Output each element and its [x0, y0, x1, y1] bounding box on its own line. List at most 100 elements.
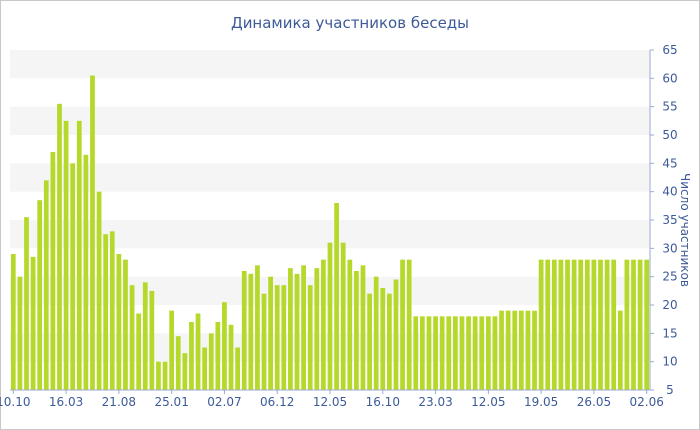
bar[interactable]	[294, 273, 300, 390]
bar[interactable]	[584, 259, 590, 390]
bar[interactable]	[222, 302, 227, 390]
bar[interactable]	[565, 259, 570, 390]
x-tick-label: 12.05	[471, 395, 505, 409]
bar[interactable]	[63, 120, 69, 390]
bar[interactable]	[255, 265, 260, 390]
bar[interactable]	[169, 310, 175, 390]
bar[interactable]	[162, 361, 168, 390]
bar[interactable]	[149, 290, 155, 390]
bar[interactable]	[551, 259, 557, 390]
bar[interactable]	[558, 259, 564, 390]
bar[interactable]	[604, 259, 610, 390]
bar[interactable]	[202, 347, 208, 391]
bar[interactable]	[268, 276, 273, 390]
bar[interactable]	[37, 200, 43, 390]
bar[interactable]	[472, 316, 478, 390]
bar[interactable]	[321, 259, 326, 390]
bar[interactable]	[406, 259, 412, 390]
bar[interactable]	[228, 324, 234, 390]
bar[interactable]	[24, 217, 29, 390]
bar[interactable]	[340, 242, 346, 390]
bar[interactable]	[492, 316, 498, 390]
x-tick-label: 16.10	[366, 395, 400, 409]
bar[interactable]	[76, 120, 82, 390]
bar[interactable]	[116, 254, 122, 390]
bar[interactable]	[439, 316, 445, 390]
bar[interactable]	[525, 310, 531, 390]
bar[interactable]	[420, 316, 425, 390]
bar[interactable]	[479, 316, 485, 390]
bar[interactable]	[301, 265, 306, 390]
bar[interactable]	[617, 310, 623, 390]
bar[interactable]	[288, 268, 293, 390]
bar[interactable]	[123, 259, 128, 390]
bar[interactable]	[373, 276, 379, 390]
bar[interactable]	[17, 276, 23, 390]
bar[interactable]	[327, 242, 333, 390]
bar[interactable]	[518, 310, 524, 390]
bar[interactable]	[380, 288, 386, 390]
bar[interactable]	[413, 316, 419, 390]
bar[interactable]	[103, 234, 109, 390]
bar[interactable]	[156, 361, 161, 390]
bar[interactable]	[624, 259, 630, 390]
bar[interactable]	[175, 336, 181, 390]
bar[interactable]	[195, 313, 201, 391]
bar[interactable]	[57, 103, 62, 390]
bar[interactable]	[189, 322, 194, 390]
bar[interactable]	[400, 259, 405, 390]
bar[interactable]	[637, 259, 643, 390]
bar[interactable]	[360, 265, 366, 390]
bar[interactable]	[314, 268, 320, 390]
bar[interactable]	[109, 231, 115, 390]
bar[interactable]	[307, 285, 313, 390]
bar[interactable]	[70, 163, 76, 390]
bar[interactable]	[426, 316, 432, 390]
bar[interactable]	[208, 333, 214, 390]
bar[interactable]	[50, 152, 56, 390]
bar[interactable]	[446, 316, 452, 390]
bar[interactable]	[387, 293, 392, 390]
bar[interactable]	[274, 285, 280, 390]
bar[interactable]	[545, 259, 551, 390]
bar[interactable]	[598, 259, 603, 390]
bar[interactable]	[142, 282, 148, 390]
bar[interactable]	[485, 316, 491, 390]
bar[interactable]	[538, 259, 544, 390]
bar[interactable]	[644, 259, 650, 390]
bar[interactable]	[215, 322, 221, 390]
bar[interactable]	[611, 259, 617, 390]
bar[interactable]	[571, 259, 577, 390]
bar[interactable]	[499, 310, 504, 390]
bar[interactable]	[96, 191, 102, 390]
bar[interactable]	[505, 310, 511, 390]
bar[interactable]	[241, 271, 247, 390]
bar[interactable]	[532, 310, 537, 390]
bar[interactable]	[354, 271, 359, 390]
bar[interactable]	[90, 75, 95, 391]
bar[interactable]	[261, 293, 267, 390]
bar[interactable]	[334, 203, 339, 390]
bar[interactable]	[631, 259, 636, 390]
bar[interactable]	[393, 279, 399, 391]
bar[interactable]	[136, 313, 142, 391]
bar[interactable]	[281, 285, 287, 390]
bar[interactable]	[248, 273, 254, 390]
bar[interactable]	[235, 347, 240, 391]
bar[interactable]	[83, 154, 89, 390]
bar[interactable]	[10, 254, 16, 390]
bar[interactable]	[433, 316, 438, 390]
bar[interactable]	[466, 316, 471, 390]
bar[interactable]	[30, 256, 36, 390]
bar[interactable]	[43, 180, 49, 390]
bar[interactable]	[459, 316, 465, 390]
bar[interactable]	[452, 316, 458, 390]
bar[interactable]	[182, 353, 188, 390]
x-tick-label: 21.08	[102, 395, 136, 409]
bar[interactable]	[367, 293, 372, 390]
bar[interactable]	[129, 285, 135, 390]
bar[interactable]	[591, 259, 597, 390]
bar[interactable]	[578, 259, 584, 390]
bar[interactable]	[512, 310, 518, 390]
bar[interactable]	[347, 259, 353, 390]
